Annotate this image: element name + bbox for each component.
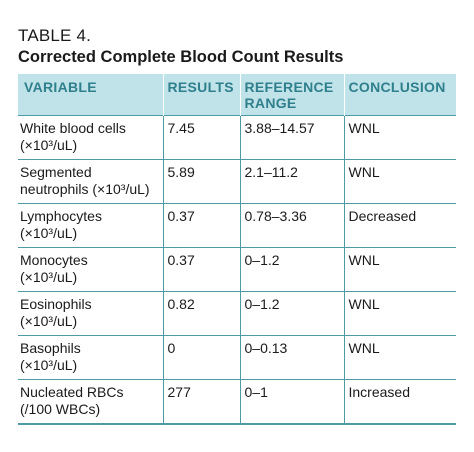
variable-name: Segmented	[20, 164, 92, 180]
cell-variable: Basophils (×10³/uL)	[18, 335, 163, 380]
cell-reference: 0–1	[239, 379, 344, 425]
cell-result: 0.82	[162, 291, 240, 336]
cell-conclusion: WNL	[343, 291, 456, 336]
cbc-results-table: VARIABLE RESULTS REFERENCE RANGE CONCLUSI…	[18, 74, 456, 425]
table-row: Monocytes (×10³/uL) 0.37 0–1.2 WNL	[18, 247, 456, 292]
variable-name: Eosinophils	[20, 296, 92, 312]
table-row: White blood cells (×10³/uL) 7.45 3.88–14.…	[18, 115, 456, 160]
cell-variable: Lymphocytes (×10³/uL)	[18, 203, 163, 248]
variable-unit: (/100 WBCs)	[20, 401, 101, 417]
cell-variable: Segmented neutrophils (×10³/uL)	[18, 159, 163, 204]
variable-unit: (×10³/uL)	[20, 137, 78, 153]
cell-conclusion: WNL	[343, 115, 456, 160]
table-row: Segmented neutrophils (×10³/uL) 5.89 2.1–…	[18, 159, 456, 204]
variable-name: Monocytes	[20, 252, 88, 268]
cell-reference: 0–1.2	[239, 291, 344, 336]
variable-name: Basophils	[20, 340, 81, 356]
cell-conclusion: Increased	[343, 379, 456, 425]
header-reference-range: REFERENCE RANGE	[239, 74, 344, 116]
cell-reference: 2.1–11.2	[239, 159, 344, 204]
variable-unit: (×10³/uL)	[20, 225, 78, 241]
cell-reference: 0–1.2	[239, 247, 344, 292]
table-row: Eosinophils (×10³/uL) 0.82 0–1.2 WNL	[18, 291, 456, 336]
variable-name: White blood cells	[20, 120, 126, 136]
table-label: TABLE 4.	[18, 26, 92, 45]
cell-conclusion: Decreased	[343, 203, 456, 248]
cell-result: 0.37	[162, 203, 240, 248]
header-reference-line1: REFERENCE	[244, 79, 334, 95]
cell-result: 0.37	[162, 247, 240, 292]
variable-name: Lymphocytes	[20, 208, 102, 224]
table-header: VARIABLE RESULTS REFERENCE RANGE CONCLUSI…	[18, 74, 456, 116]
table-row: Basophils (×10³/uL) 0 0–0.13 WNL	[18, 335, 456, 380]
table-row: Lymphocytes (×10³/uL) 0.37 0.78–3.36 Decr…	[18, 203, 456, 248]
variable-unit: (×10³/uL)	[20, 313, 78, 329]
variable-unit: neutrophils (×10³/uL)	[20, 181, 150, 197]
cell-result: 5.89	[162, 159, 240, 204]
table-row: Nucleated RBCs (/100 WBCs) 277 0–1 Increa…	[18, 379, 456, 425]
header-results: RESULTS	[162, 74, 240, 116]
header-reference-line2: RANGE	[244, 95, 297, 111]
cell-conclusion: WNL	[343, 247, 456, 292]
cell-result: 0	[162, 335, 240, 380]
header-row: VARIABLE RESULTS REFERENCE RANGE CONCLUSI…	[18, 74, 456, 116]
variable-unit: (×10³/uL)	[20, 269, 78, 285]
cell-conclusion: WNL	[343, 335, 456, 380]
cell-reference: 0–0.13	[239, 335, 344, 380]
variable-unit: (×10³/uL)	[20, 357, 78, 373]
variable-name: Nucleated RBCs	[20, 384, 124, 400]
table-body: White blood cells (×10³/uL) 7.45 3.88–14.…	[18, 115, 456, 425]
cell-reference: 0.78–3.36	[239, 203, 344, 248]
cell-result: 277	[162, 379, 240, 425]
cell-reference: 3.88–14.57	[239, 115, 344, 160]
cell-variable: Nucleated RBCs (/100 WBCs)	[18, 379, 163, 425]
cell-variable: Monocytes (×10³/uL)	[18, 247, 163, 292]
cell-variable: White blood cells (×10³/uL)	[18, 115, 163, 160]
header-variable: VARIABLE	[18, 74, 163, 116]
cell-conclusion: WNL	[343, 159, 456, 204]
table-container: TABLE 4. Corrected Complete Blood Count …	[18, 26, 456, 425]
table-title: Corrected Complete Blood Count Results	[18, 48, 344, 66]
cell-result: 7.45	[162, 115, 240, 160]
cell-variable: Eosinophils (×10³/uL)	[18, 291, 163, 336]
header-conclusion: CONCLUSION	[343, 74, 456, 116]
